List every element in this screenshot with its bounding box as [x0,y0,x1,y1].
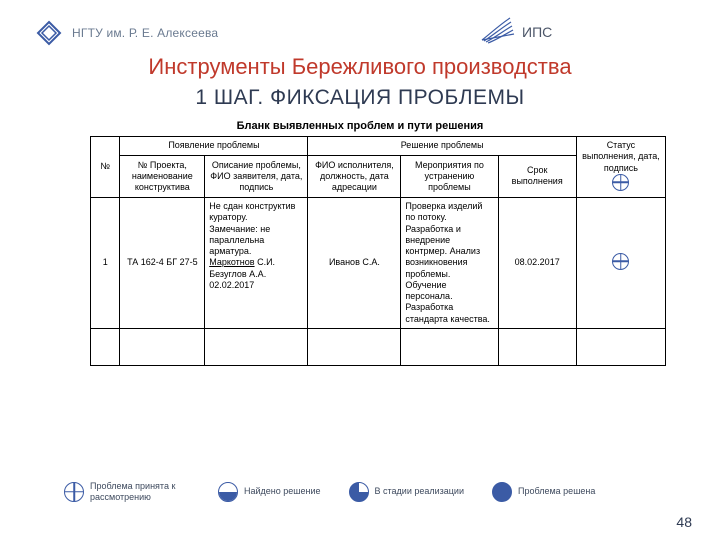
ips-wing-icon [480,14,516,49]
legend-solved-label: Проблема решена [518,486,595,496]
group-problem-header: Появление проблемы [120,137,308,156]
desc-line3-rest: С.И. [255,257,275,267]
legend-item-found: Найдено решение [218,482,321,502]
desc-line3-underlined: Маркотнов [209,257,254,267]
col-actions-header: Мероприятия по устранению проблемы [401,155,498,197]
problems-table: № Появление проблемы Решение проблемы Ст… [90,136,666,366]
legend-found-label: Найдено решение [244,486,321,496]
cell-description: Не сдан конструктив куратору. Замечание:… [205,198,308,329]
status-legend: Проблема принята к рассмотрению Найдено … [64,481,676,502]
col-project-header: № Проекта, наименование конструктива [120,155,205,197]
table-row-empty [91,328,666,365]
col-status-label: Статус выполнения, дата, подпись [582,140,660,173]
org-name: НГТУ им. Р. Е. Алексеева [72,26,218,40]
cell-project: ТА 162-4 БГ 27-5 [120,198,205,329]
legend-item-inprogress: В стадии реализации [349,482,464,502]
nntu-logo-icon [36,20,62,46]
header: НГТУ им. Р. Е. Алексеева ИПС [0,0,720,54]
col-desc-header: Описание проблемы, ФИО заявителя, дата, … [205,155,308,197]
org-logo-right: ИПС [480,14,552,49]
desc-line4: Безуглов А.А. [209,269,266,279]
cell-num: 1 [91,198,120,329]
cell-status [576,198,665,329]
table-row: 1 ТА 162-4 БГ 27-5 Не сдан конструктив к… [91,198,666,329]
cell-executor: Иванов С.А. [308,198,401,329]
legend-item-accepted: Проблема принята к рассмотрению [64,481,190,502]
col-num-header: № [91,137,120,198]
status-cross-icon [612,253,629,270]
desc-line5: 02.02.2017 [209,280,254,290]
desc-line2: Замечание: не параллельна арматура. [209,224,270,257]
legend-accepted-label: Проблема принята к рассмотрению [90,481,190,502]
ips-text: ИПС [522,24,552,40]
desc-line1: Не сдан конструктив куратору. [209,201,295,222]
legend-found-icon [218,482,238,502]
col-status-header: Статус выполнения, дата, подпись [576,137,665,198]
col-exec-header: ФИО исполнителя, должность, дата адресац… [308,155,401,197]
page-number: 48 [676,514,692,530]
problems-table-wrap: № Появление проблемы Решение проблемы Ст… [90,136,666,366]
legend-inprogress-label: В стадии реализации [375,486,464,496]
legend-item-solved: Проблема решена [492,482,595,502]
group-solution-header: Решение проблемы [308,137,576,156]
slide-title: Инструменты Бережливого производства [0,54,720,80]
cell-actions: Проверка изделий по потоку. Разработка и… [401,198,498,329]
org-logo-left: НГТУ им. Р. Е. Алексеева [36,20,218,46]
form-title: Бланк выявленных проблем и пути решения [0,120,720,132]
slide-subtitle: 1 ШАГ. ФИКСАЦИЯ ПРОБЛЕМЫ [0,86,720,110]
legend-solved-icon [492,482,512,502]
status-cross-icon [612,174,629,191]
col-deadline-header: Срок выполнения [498,155,576,197]
legend-inprogress-icon [349,482,369,502]
legend-accepted-icon [64,482,84,502]
cell-deadline: 08.02.2017 [498,198,576,329]
